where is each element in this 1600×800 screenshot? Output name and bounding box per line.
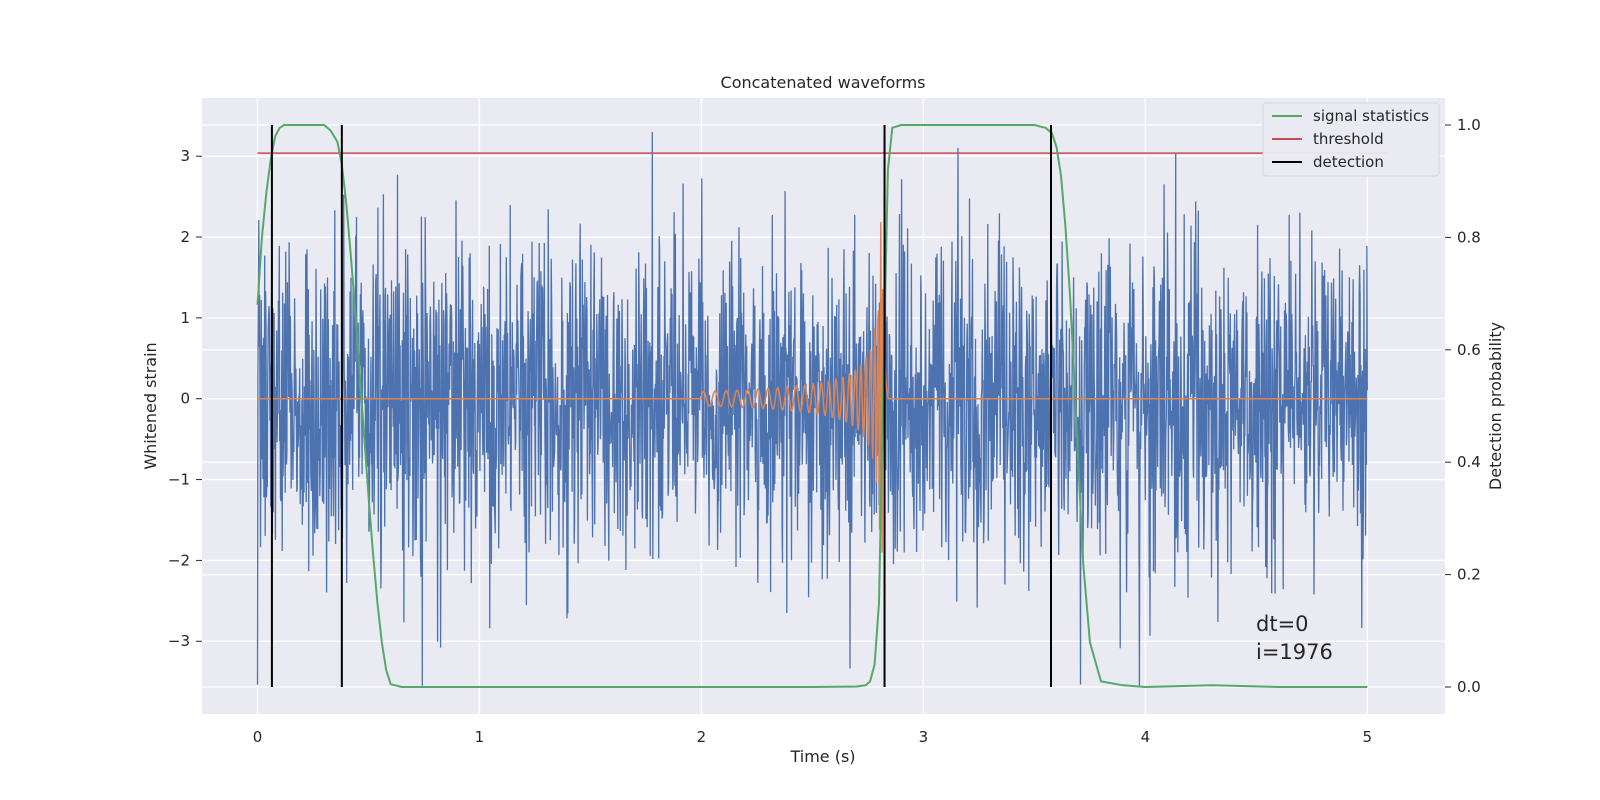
noise-line xyxy=(256,131,1368,686)
chart-title: Concatenated waveforms xyxy=(721,73,926,92)
x-tick-label: 2 xyxy=(697,728,707,746)
legend: signal statistics threshold detection xyxy=(1262,102,1440,177)
y2-tick-label: 0.2 xyxy=(1457,566,1481,584)
legend-box xyxy=(1262,102,1440,177)
y-axis-label: Whitened strain xyxy=(141,342,160,469)
y2-tick-label: 0.6 xyxy=(1457,341,1481,359)
x-tick-label: 5 xyxy=(1363,728,1373,746)
detection-series xyxy=(270,124,1053,688)
annotation-i: i=1976 xyxy=(1256,640,1333,664)
template-line xyxy=(257,222,1368,553)
y-tick-label: 1 xyxy=(180,309,190,327)
y2-tick-label: 1.0 xyxy=(1457,116,1481,134)
y2-axis-label: Detection probability xyxy=(1486,322,1505,490)
legend-label-threshold: threshold xyxy=(1313,130,1384,148)
y-tick-label: 2 xyxy=(180,228,190,246)
annotation-dt: dt=0 xyxy=(1256,612,1309,636)
noise-series xyxy=(256,131,1368,686)
x-tick-label: 3 xyxy=(919,728,929,746)
x-tick-label: 1 xyxy=(475,728,485,746)
template-series xyxy=(257,222,1368,553)
y-tick-label: −3 xyxy=(168,632,190,650)
y2-tick-label: 0.8 xyxy=(1457,228,1481,246)
legend-label-detection: detection xyxy=(1313,153,1384,171)
x-tick-label: 4 xyxy=(1141,728,1151,746)
x-axis-label: Time (s) xyxy=(789,747,855,766)
y2-tick-label: 0.4 xyxy=(1457,453,1481,471)
legend-label-signal-statistics: signal statistics xyxy=(1313,107,1429,125)
y-tick-label: 3 xyxy=(180,147,190,165)
ticks: 0 1 2 3 4 5 −3 −2 −1 0 1 2 3 0.0 0.2 0.4 0.6 0.8 1.0 xyxy=(168,116,1481,746)
signal-statistics-line xyxy=(256,124,1368,688)
y-tick-label: −1 xyxy=(168,471,190,489)
x-tick-label: 0 xyxy=(253,728,263,746)
y-tick-label: 0 xyxy=(180,390,190,408)
signal-statistics-series xyxy=(256,124,1368,688)
y-tick-label: −2 xyxy=(168,551,190,569)
y2-tick-label: 0.0 xyxy=(1457,678,1481,696)
